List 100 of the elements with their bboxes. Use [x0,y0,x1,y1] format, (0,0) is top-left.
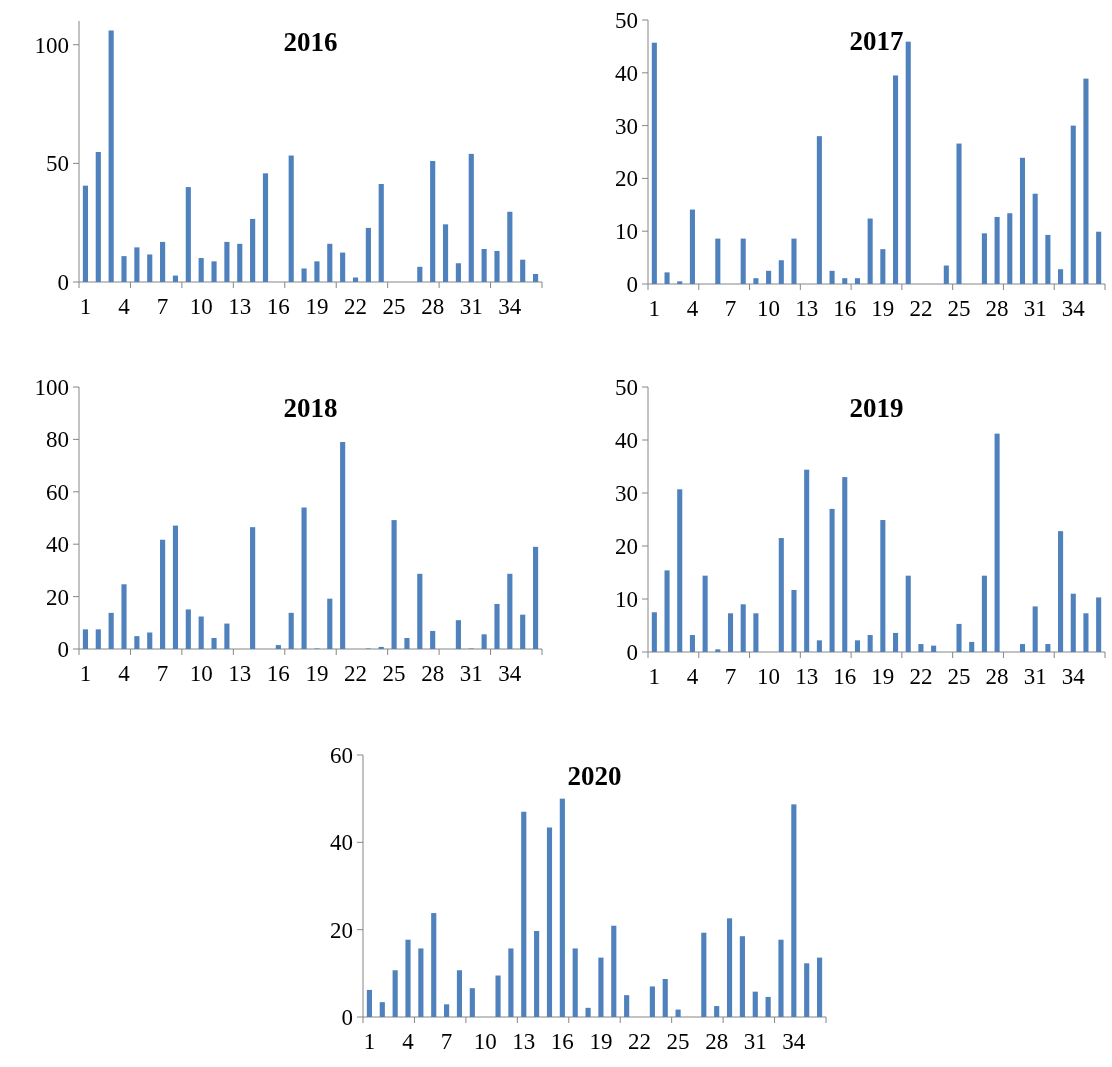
x-tick-label: 10 [757,664,781,689]
bar [829,270,835,284]
bar [82,629,88,649]
x-tick-label: 13 [795,296,819,321]
x-tick-label: 31 [459,294,483,319]
x-tick-label: 28 [985,664,1009,689]
y-tick-label: 10 [615,219,638,245]
bar [854,640,860,652]
y-tick-label: 0 [57,637,69,663]
x-tick-label: 34 [498,661,522,686]
bar [456,970,463,1017]
bar [1070,125,1076,284]
bar [366,989,372,1017]
bar [262,173,269,282]
x-tick-label: 28 [421,294,445,319]
bar [404,638,410,649]
bar [572,948,578,1017]
y-tick-label: 20 [46,584,69,610]
chart-title: 2020 [567,761,622,791]
bar [481,249,487,282]
bar [893,632,899,652]
bar [508,948,514,1017]
x-tick-label: 22 [344,294,368,319]
bar [340,252,346,282]
x-tick-label: 7 [724,664,737,689]
bar [521,811,527,1017]
bar [664,570,670,652]
x-tick-label: 4 [686,296,699,321]
bar [956,623,962,652]
bar [160,241,166,282]
x-tick-label: 34 [782,1029,806,1054]
bar [185,187,191,282]
bar [791,804,797,1017]
bar [1058,531,1064,652]
bar [507,211,513,282]
bar [662,979,668,1017]
bar [481,634,487,649]
x-tick-label: 19 [589,1029,613,1054]
x-tick-label: 25 [382,661,406,686]
bar [392,970,398,1017]
bar [804,469,810,652]
bar [546,827,553,1017]
bar [108,30,114,282]
bar [430,160,436,282]
bar [288,155,294,282]
x-tick-label: 4 [118,661,131,686]
y-tick-label: 100 [34,375,69,401]
bar [854,278,860,284]
y-tick-label: 20 [615,166,638,192]
x-tick-label: 13 [512,1029,536,1054]
bar [753,613,759,652]
bar [585,1007,591,1017]
bar [520,259,526,282]
bar [931,645,937,652]
y-tick-label: 40 [330,830,353,856]
bar [740,604,746,652]
bar [301,268,307,282]
bar [981,233,987,284]
bar [431,913,437,1017]
y-tick-label: 100 [34,32,69,58]
x-tick-label: 13 [228,661,252,686]
bar [160,539,166,649]
bar [250,527,256,649]
bar [301,507,307,649]
bar [727,613,734,652]
bar [1019,157,1026,284]
x-tick-label: 1 [648,664,661,689]
bar [442,224,449,282]
bar [726,918,733,1017]
bar [237,243,243,282]
bar [275,645,281,649]
bar [867,635,873,652]
bar [250,218,256,282]
bar [1045,234,1051,284]
bar [778,939,784,1017]
bar [1070,593,1076,652]
bar [677,489,683,652]
x-tick-label: 1 [79,661,92,686]
x-tick-label: 16 [266,661,290,686]
bar [651,42,657,284]
x-tick-label: 25 [382,294,406,319]
x-tick-label: 31 [743,1029,767,1054]
bar [905,575,911,652]
x-tick-label: 1 [363,1029,376,1054]
bar [1096,231,1102,284]
bar [405,939,411,1017]
bar [1096,597,1102,652]
x-tick-label: 4 [686,664,699,689]
bar [495,975,501,1017]
bar [224,623,230,649]
y-tick-label: 80 [46,427,69,453]
bar [314,261,320,282]
bar [534,930,540,1017]
x-tick-label: 16 [833,296,857,321]
y-tick-label: 40 [615,428,638,454]
y-tick-label: 0 [626,640,638,666]
x-tick-label: 10 [473,1029,497,1054]
x-tick-label: 7 [724,296,737,321]
x-tick-label: 25 [666,1029,690,1054]
bar [791,589,797,652]
